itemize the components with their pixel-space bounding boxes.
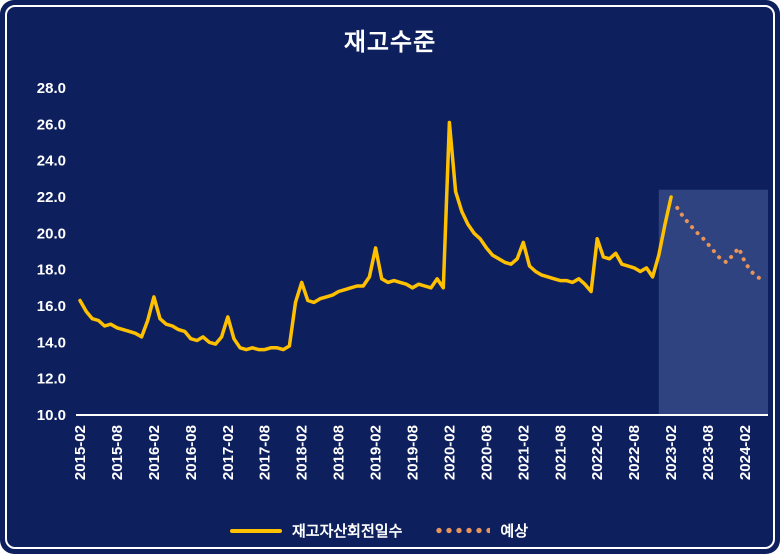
chart-legend: 재고자산회전일수 예상 xyxy=(0,520,780,541)
x-tick-label: 2021-02 xyxy=(515,425,532,480)
x-tick-label: 2023-08 xyxy=(700,425,717,480)
x-tick-label: 2017-08 xyxy=(257,425,274,480)
y-tick-label: 12.0 xyxy=(37,371,66,388)
y-tick-label: 20.0 xyxy=(37,225,66,242)
x-tick-label: 2022-02 xyxy=(589,425,606,480)
chart-title: 재고수준 xyxy=(343,29,437,56)
x-tick-label: 2019-02 xyxy=(368,425,385,480)
x-tick-label: 2018-08 xyxy=(331,425,348,480)
legend-label-actual: 재고자산회전일수 xyxy=(291,523,403,540)
series-forecast-dotted xyxy=(675,205,766,283)
x-tick-label: 2018-02 xyxy=(294,425,311,480)
x-tick-label: 2015-08 xyxy=(109,425,126,480)
y-tick-label: 28.0 xyxy=(37,80,66,97)
y-tick-label: 10.0 xyxy=(37,407,66,424)
legend-swatch-actual-line xyxy=(229,528,282,533)
y-tick-label: 16.0 xyxy=(37,298,66,315)
x-tick-label: 2024-02 xyxy=(737,425,754,480)
x-tick-label: 2022-08 xyxy=(626,425,643,480)
forecast-region xyxy=(658,189,768,415)
y-tick-label: 14.0 xyxy=(37,334,66,351)
y-tick-label: 22.0 xyxy=(37,189,66,206)
y-tick-label: 24.0 xyxy=(37,153,66,170)
x-tick-label: 2021-08 xyxy=(552,425,569,480)
x-tick-label: 2020-08 xyxy=(478,425,495,480)
legend-label-forecast: 예상 xyxy=(500,523,528,540)
x-tick-label: 2016-08 xyxy=(183,425,200,480)
x-tick-label: 2020-02 xyxy=(441,425,458,480)
x-tick-label: 2023-02 xyxy=(663,425,680,480)
x-tick-label: 2015-02 xyxy=(72,425,89,480)
y-tick-label: 18.0 xyxy=(37,262,66,279)
y-tick-label: 26.0 xyxy=(37,116,66,133)
x-tick-label: 2019-08 xyxy=(405,425,422,480)
x-tick-label: 2017-02 xyxy=(220,425,237,480)
series-actual-line xyxy=(78,120,673,352)
legend-swatch-forecast-dotted xyxy=(434,527,491,534)
x-tick-label: 2016-02 xyxy=(146,425,163,480)
